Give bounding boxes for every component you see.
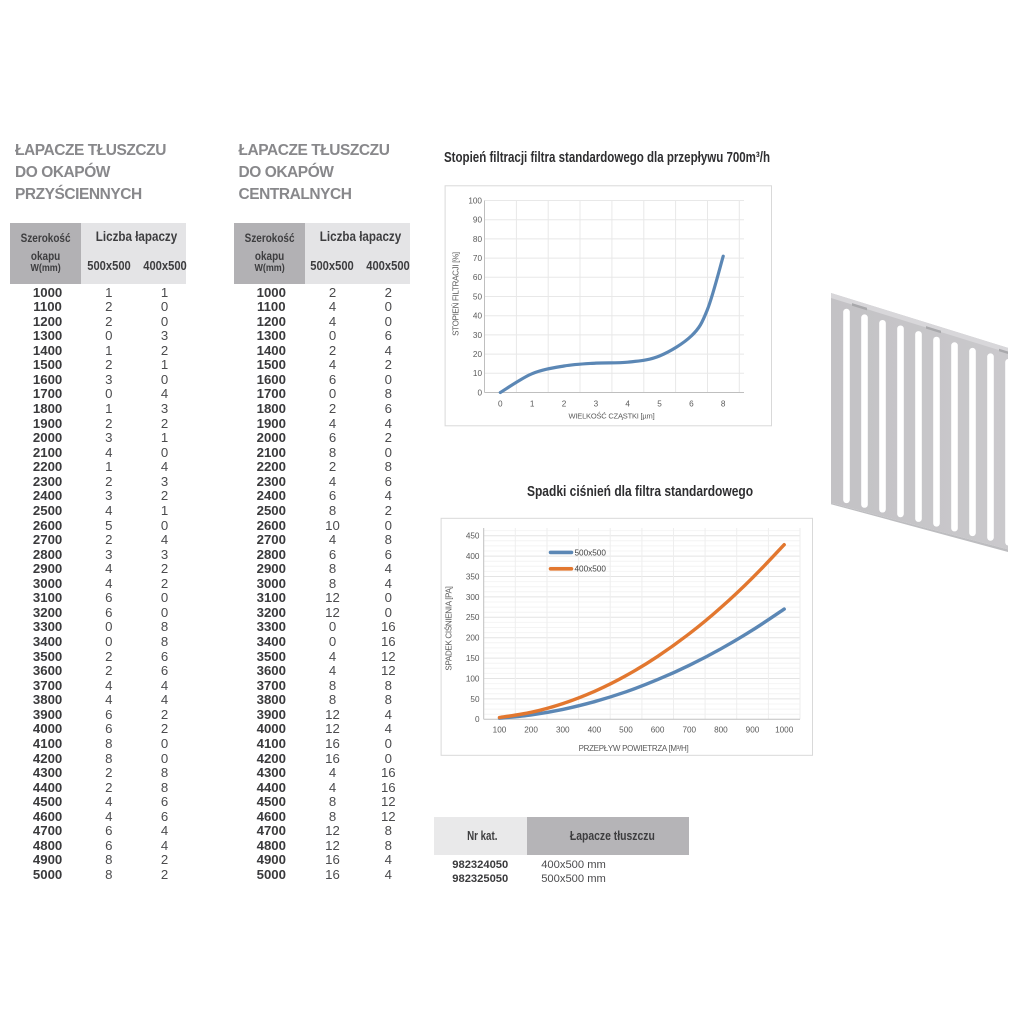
svg-text:400: 400 xyxy=(466,552,480,561)
svg-text:30: 30 xyxy=(473,331,483,340)
svg-text:150: 150 xyxy=(466,654,480,663)
svg-text:20: 20 xyxy=(473,350,483,359)
svg-text:350: 350 xyxy=(466,572,480,581)
svg-text:WIELKOŚĆ CZĄSTKI [µm]: WIELKOŚĆ CZĄSTKI [µm] xyxy=(569,412,655,421)
svg-text:400: 400 xyxy=(588,725,602,734)
svg-text:40: 40 xyxy=(473,312,483,321)
svg-text:50: 50 xyxy=(473,292,483,301)
svg-text:0: 0 xyxy=(498,399,503,408)
svg-text:8: 8 xyxy=(721,399,726,408)
svg-text:100: 100 xyxy=(493,725,507,734)
svg-text:6: 6 xyxy=(689,399,694,408)
svg-text:90: 90 xyxy=(473,216,483,225)
svg-text:4: 4 xyxy=(625,399,630,408)
svg-text:10: 10 xyxy=(473,369,483,378)
svg-text:60: 60 xyxy=(473,273,483,282)
svg-text:3: 3 xyxy=(594,399,599,408)
svg-text:300: 300 xyxy=(466,593,480,602)
svg-text:700: 700 xyxy=(682,725,696,734)
svg-text:500: 500 xyxy=(619,725,633,734)
svg-text:0: 0 xyxy=(475,715,480,724)
svg-text:5: 5 xyxy=(657,399,662,408)
svg-text:800: 800 xyxy=(714,725,728,734)
svg-text:70: 70 xyxy=(473,254,483,263)
svg-text:100: 100 xyxy=(466,674,480,683)
svg-text:900: 900 xyxy=(746,725,760,734)
svg-text:80: 80 xyxy=(473,235,483,244)
svg-text:50: 50 xyxy=(470,695,480,704)
svg-text:600: 600 xyxy=(651,725,665,734)
svg-text:1: 1 xyxy=(530,399,535,408)
svg-text:450: 450 xyxy=(466,532,480,541)
svg-text:SPADEK CIŚNIENIA [PA]: SPADEK CIŚNIENIA [PA] xyxy=(445,586,454,670)
svg-text:300: 300 xyxy=(556,725,570,734)
svg-text:250: 250 xyxy=(466,613,480,622)
svg-text:0: 0 xyxy=(477,388,482,397)
svg-text:500x500: 500x500 xyxy=(575,548,607,557)
svg-text:200: 200 xyxy=(466,634,480,643)
svg-text:STOPIEŃ FILTRACJI [%]: STOPIEŃ FILTRACJI [%] xyxy=(452,252,461,336)
svg-text:200: 200 xyxy=(524,725,538,734)
svg-text:400x500: 400x500 xyxy=(575,565,607,574)
svg-text:PRZEPŁYW POWIETRZA [M³/H]: PRZEPŁYW POWIETRZA [M³/H] xyxy=(579,744,689,753)
svg-text:100: 100 xyxy=(468,196,482,205)
svg-text:1000: 1000 xyxy=(775,725,794,734)
svg-text:2: 2 xyxy=(562,399,567,408)
